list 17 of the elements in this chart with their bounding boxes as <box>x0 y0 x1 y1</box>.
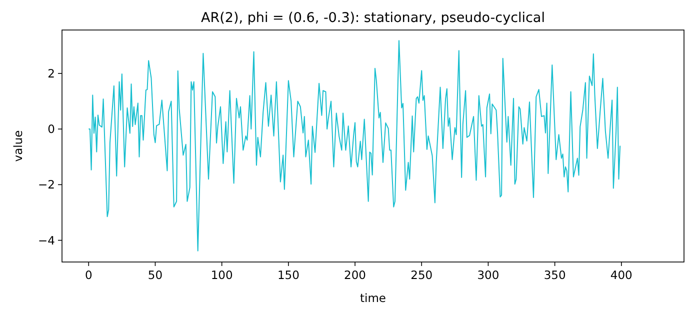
y-tick-label: −4 <box>38 233 55 248</box>
x-tick-label: 350 <box>544 268 566 282</box>
x-tick-label: 250 <box>410 268 433 282</box>
y-tick-label: 2 <box>48 66 55 80</box>
y-tick-label: 0 <box>48 122 55 136</box>
x-tick-label: 0 <box>84 268 92 282</box>
line-series <box>88 40 621 252</box>
x-tick-label: 300 <box>477 268 500 282</box>
y-tick-label: −2 <box>38 178 55 192</box>
x-tick-label: 100 <box>210 268 233 282</box>
x-axis-title: time <box>360 291 386 305</box>
x-tick-label: 400 <box>610 268 632 282</box>
x-tick-label: 200 <box>344 268 366 282</box>
y-axis-title: value <box>11 130 25 162</box>
chart-title: AR(2), phi = (0.6, -0.3): stationary, pseudo-cyclical <box>201 10 545 26</box>
x-tick-label: 50 <box>148 268 163 282</box>
x-tick-label: 150 <box>277 268 300 282</box>
